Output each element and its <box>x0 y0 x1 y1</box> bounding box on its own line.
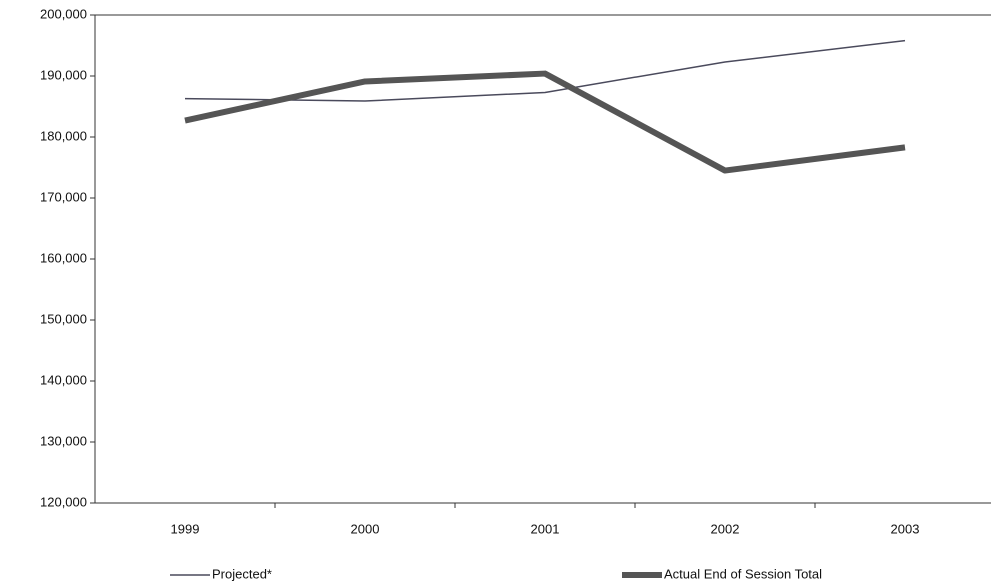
x-tick-label: 2003 <box>891 521 920 536</box>
legend-label: Actual End of Session Total <box>664 566 822 581</box>
series-line <box>184 39 906 102</box>
y-tick-label: 200,000 <box>40 6 87 21</box>
y-tick-label: 160,000 <box>40 250 87 265</box>
y-tick-label: 180,000 <box>40 128 87 143</box>
x-tick-label: 1999 <box>171 521 200 536</box>
x-tick-label: 2000 <box>351 521 380 536</box>
y-tick-label: 130,000 <box>40 433 87 448</box>
y-tick-label: 150,000 <box>40 311 87 326</box>
x-tick-label: 2002 <box>711 521 740 536</box>
y-tick-label: 170,000 <box>40 189 87 204</box>
y-tick-label: 190,000 <box>40 67 87 82</box>
y-tick-label: 140,000 <box>40 372 87 387</box>
x-tick-label: 2001 <box>531 521 560 536</box>
series-line <box>184 70 906 174</box>
legend-label: Projected* <box>212 566 272 581</box>
y-tick-label: 120,000 <box>40 494 87 509</box>
